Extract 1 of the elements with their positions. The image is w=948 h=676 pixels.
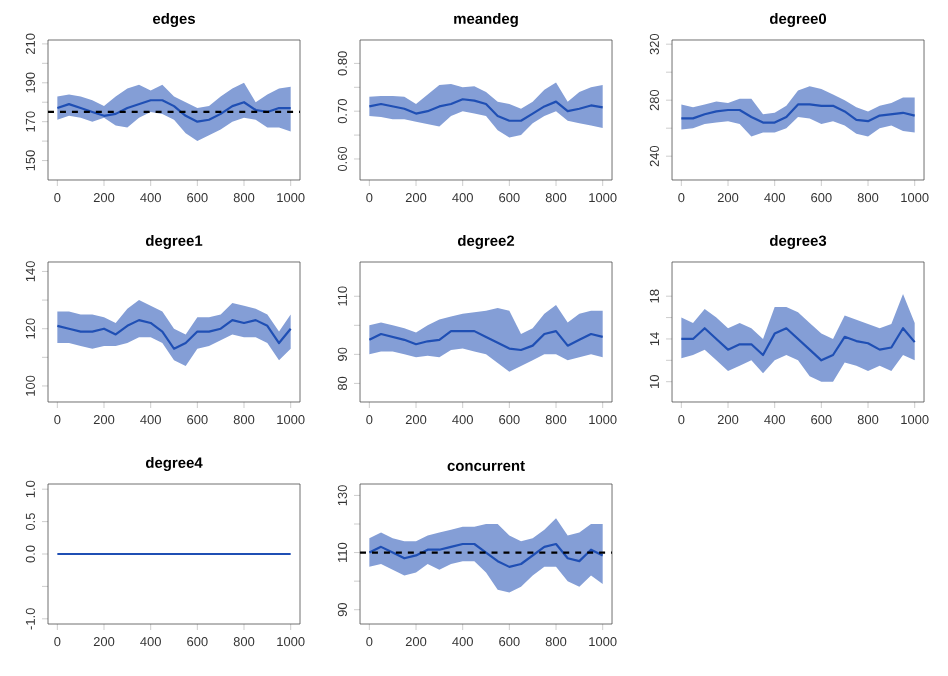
line-series xyxy=(56,319,292,350)
